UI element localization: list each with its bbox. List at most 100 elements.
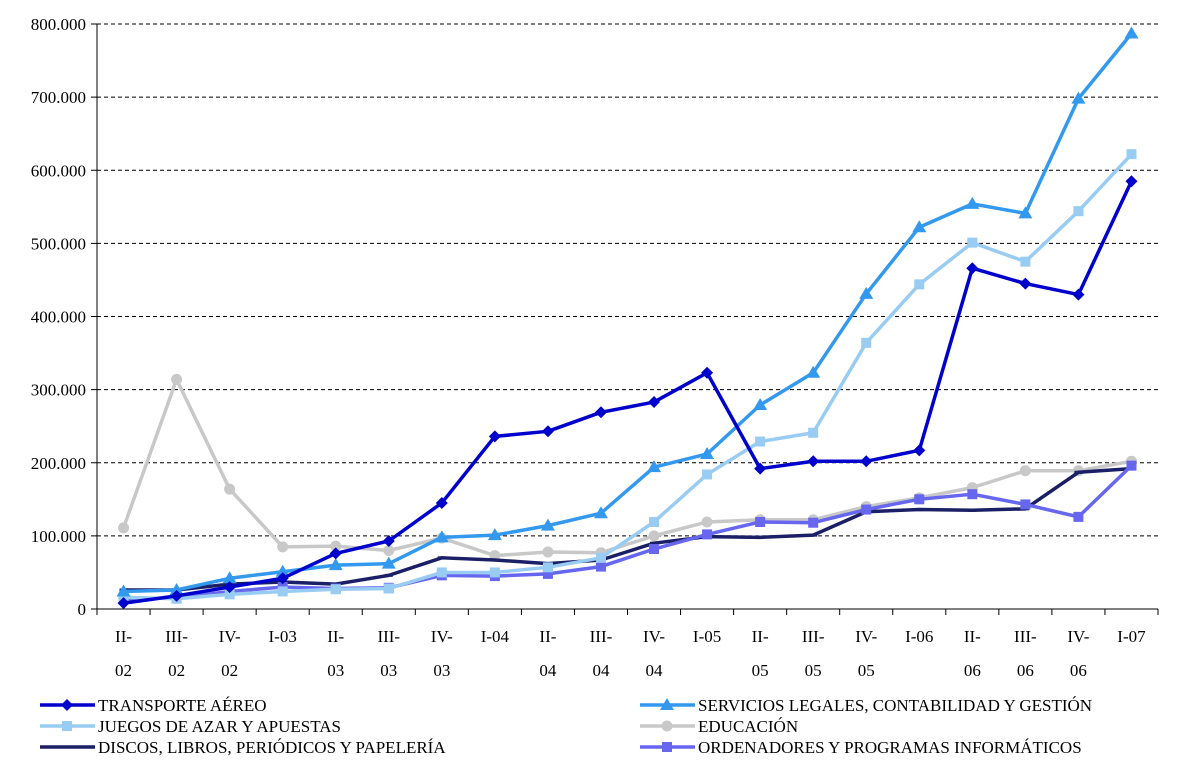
series-3-point <box>542 546 553 557</box>
legend-item-3-label: EDUCACIÓN <box>698 717 798 736</box>
series-1-point <box>965 197 979 209</box>
series-3-point <box>277 541 288 552</box>
x-tick-label: 04 <box>539 661 557 680</box>
series-2-point <box>384 584 394 594</box>
x-tick-label: 04 <box>592 661 610 680</box>
y-tick-label: 0 <box>78 600 87 619</box>
series-4-point <box>756 536 764 539</box>
series-5-point <box>1126 461 1136 471</box>
x-tick-label: I-05 <box>693 627 721 646</box>
series-2-point <box>755 437 765 447</box>
x-tick-label: 02 <box>168 661 185 680</box>
x-tick-label: 03 <box>380 661 397 680</box>
series-1-point <box>1124 27 1138 39</box>
series-4-point <box>491 559 499 562</box>
series-2-point <box>914 279 924 289</box>
series-3-point <box>171 374 182 385</box>
legend-item-2-label: JUEGOS DE AZAR Y APUESTAS <box>98 717 341 736</box>
series-2-point <box>1073 206 1083 216</box>
x-tick-label: III- <box>1014 627 1037 646</box>
series-2-point <box>437 567 447 577</box>
x-tick-label: 03 <box>327 661 344 680</box>
legend-item-0-point <box>61 699 73 711</box>
y-tick-label: 100.000 <box>31 527 86 546</box>
series-0-point <box>1019 278 1031 290</box>
series-2-point <box>1126 149 1136 159</box>
series-4-point <box>809 534 817 537</box>
series-0-point <box>595 406 607 418</box>
legend-item-3-point <box>662 721 673 732</box>
y-tick-label: 400.000 <box>31 308 86 327</box>
legend-item-1-label: SERVICIOS LEGALES, CONTABILIDAD Y GESTIÓ… <box>698 696 1092 715</box>
series-0-point <box>542 425 554 437</box>
legend-item-5-point <box>662 742 672 752</box>
x-tick-label: II- <box>115 627 132 646</box>
x-tick-label: 02 <box>221 661 238 680</box>
series-5-point <box>649 544 659 554</box>
x-tick-label: I-06 <box>905 627 933 646</box>
x-tick-label: III- <box>802 627 825 646</box>
legend-item-2-point <box>62 721 72 731</box>
series-2-point <box>331 584 341 594</box>
series-2-point <box>861 338 871 348</box>
series-1-line <box>124 34 1132 592</box>
x-tick-label: 05 <box>805 661 822 680</box>
x-tick-label: 06 <box>1017 661 1034 680</box>
x-tick-label: 02 <box>115 661 132 680</box>
x-tick-label: IV- <box>219 627 241 646</box>
series-0-point <box>1125 175 1137 187</box>
x-tick-label: I-07 <box>1117 627 1146 646</box>
x-tick-label: IV- <box>643 627 665 646</box>
y-tick-label: 200.000 <box>31 454 86 473</box>
y-tick-label: 800.000 <box>31 15 86 34</box>
x-tick-label: 05 <box>858 661 875 680</box>
y-tick-label: 500.000 <box>31 234 86 253</box>
legend-item-4-point <box>63 746 71 749</box>
series-5-point <box>808 518 818 528</box>
series-4-point <box>915 508 923 511</box>
series-5-point <box>702 529 712 539</box>
x-tick-label: II- <box>327 627 344 646</box>
x-tick-label: I-03 <box>269 627 297 646</box>
series-2-line <box>124 154 1132 599</box>
series-5-point <box>755 517 765 527</box>
series-4-point <box>385 574 393 577</box>
series-2-point <box>808 428 818 438</box>
series-5-point <box>1020 499 1030 509</box>
x-tick-label: 04 <box>646 661 664 680</box>
series-0-point <box>966 262 978 274</box>
x-tick-label: II- <box>964 627 981 646</box>
y-tick-label: 600.000 <box>31 161 86 180</box>
x-tick-label: 06 <box>964 661 981 680</box>
x-tick-label: III- <box>590 627 613 646</box>
series-0-point <box>807 455 819 467</box>
x-tick-label: III- <box>377 627 400 646</box>
x-tick-label: 05 <box>752 661 769 680</box>
series-3-point <box>224 484 235 495</box>
series-4-point <box>1074 471 1082 474</box>
legend-item-4-label: DISCOS, LIBROS, PERIÓDICOS Y PAPELERÍA <box>98 738 446 757</box>
x-tick-label: 03 <box>433 661 450 680</box>
x-tick-label: IV- <box>1067 627 1089 646</box>
x-tick-label: II- <box>539 627 556 646</box>
series-2-point <box>490 567 500 577</box>
series-2-point <box>543 562 553 572</box>
series-4-point <box>438 556 446 559</box>
series-4-point <box>968 509 976 512</box>
series-5-point <box>861 505 871 515</box>
x-tick-label: IV- <box>855 627 877 646</box>
y-tick-label: 300.000 <box>31 381 86 400</box>
series-3-point <box>118 522 129 533</box>
series-2-point <box>278 586 288 596</box>
x-tick-label: III- <box>165 627 188 646</box>
series-2-point <box>596 553 606 563</box>
legend-item-0-label: TRANSPORTE AÉREO <box>98 696 267 715</box>
legend-item-5-label: ORDENADORES Y PROGRAMAS INFORMÁTICOS <box>698 738 1082 757</box>
series-5-point <box>596 562 606 572</box>
x-tick-label: I-04 <box>481 627 510 646</box>
x-tick-label: II- <box>752 627 769 646</box>
series-0-point <box>1072 289 1084 301</box>
series-0-point <box>913 444 925 456</box>
